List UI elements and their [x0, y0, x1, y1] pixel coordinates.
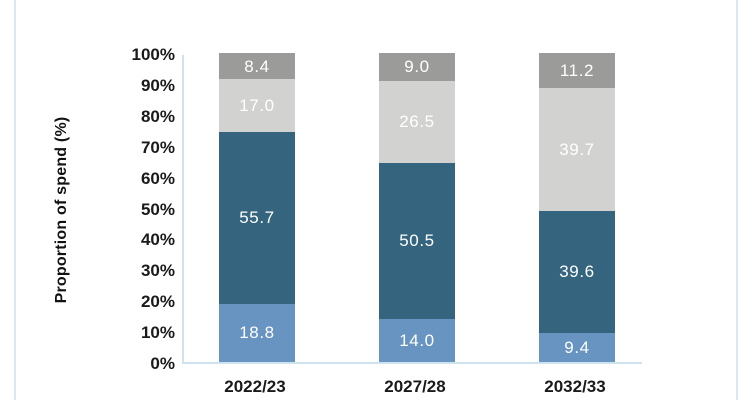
stacked-bar: 14.0 50.5 26.5 9.0 — [379, 53, 455, 362]
bar-segment: 11.2 — [539, 53, 615, 88]
bar-segment: 26.5 — [379, 80, 455, 163]
segment-value-label: 39.6 — [559, 262, 595, 282]
bar-segment: 17.0 — [219, 79, 295, 132]
y-tick-label: 90% — [140, 75, 175, 95]
y-tick-label: 20% — [140, 292, 175, 312]
stacked-bar: 18.8 55.7 17.0 8.4 — [219, 53, 295, 362]
bar-segment: 9.0 — [379, 53, 455, 81]
bar-segment: 8.4 — [219, 53, 295, 80]
bar-segment: 39.6 — [539, 210, 615, 333]
segment-value-label: 26.5 — [399, 112, 435, 132]
plot-area: 18.8 55.7 17.0 8.4 14.0 50.5 26.5 9.0 9.4 39.6 39.… — [182, 53, 642, 364]
y-tick-label: 0% — [150, 354, 175, 373]
y-axis-title: Proportion of spend (%) — [53, 116, 70, 304]
y-tick-label: 40% — [140, 230, 175, 250]
y-tick-label: 100% — [131, 45, 175, 64]
y-tick-label: 70% — [140, 137, 175, 157]
segment-value-label: 18.8 — [239, 323, 275, 343]
x-tick-label: 2032/33 — [544, 377, 606, 396]
segment-value-label: 55.7 — [239, 208, 275, 228]
card-right-border — [736, 0, 738, 400]
segment-value-label: 17.0 — [239, 96, 275, 116]
x-tick-label: 2022/23 — [224, 377, 286, 396]
y-tick-label: 50% — [140, 199, 175, 219]
y-tick-label: 30% — [140, 261, 175, 281]
segment-value-label: 50.5 — [399, 231, 435, 251]
stacked-bar: 9.4 39.6 39.7 11.2 — [539, 53, 615, 362]
segment-value-label: 11.2 — [559, 61, 595, 81]
segment-value-label: 39.7 — [559, 139, 595, 159]
segment-value-label: 9.0 — [404, 57, 430, 77]
y-tick-label: 60% — [140, 168, 175, 188]
segment-value-label: 14.0 — [399, 330, 435, 350]
segment-value-label: 8.4 — [244, 56, 270, 76]
bar-segment: 18.8 — [219, 303, 295, 362]
x-tick-label: 2027/28 — [384, 377, 446, 396]
bar-segment: 14.0 — [379, 318, 455, 362]
bar-segment: 39.7 — [539, 87, 615, 211]
y-tick-label: 10% — [140, 323, 175, 343]
bar-segment: 50.5 — [379, 162, 455, 319]
bar-segment: 55.7 — [219, 131, 295, 304]
segment-value-label: 9.4 — [564, 337, 590, 357]
card-left-border — [14, 0, 16, 400]
y-tick-label: 80% — [140, 106, 175, 126]
bar-segment: 9.4 — [539, 332, 615, 362]
